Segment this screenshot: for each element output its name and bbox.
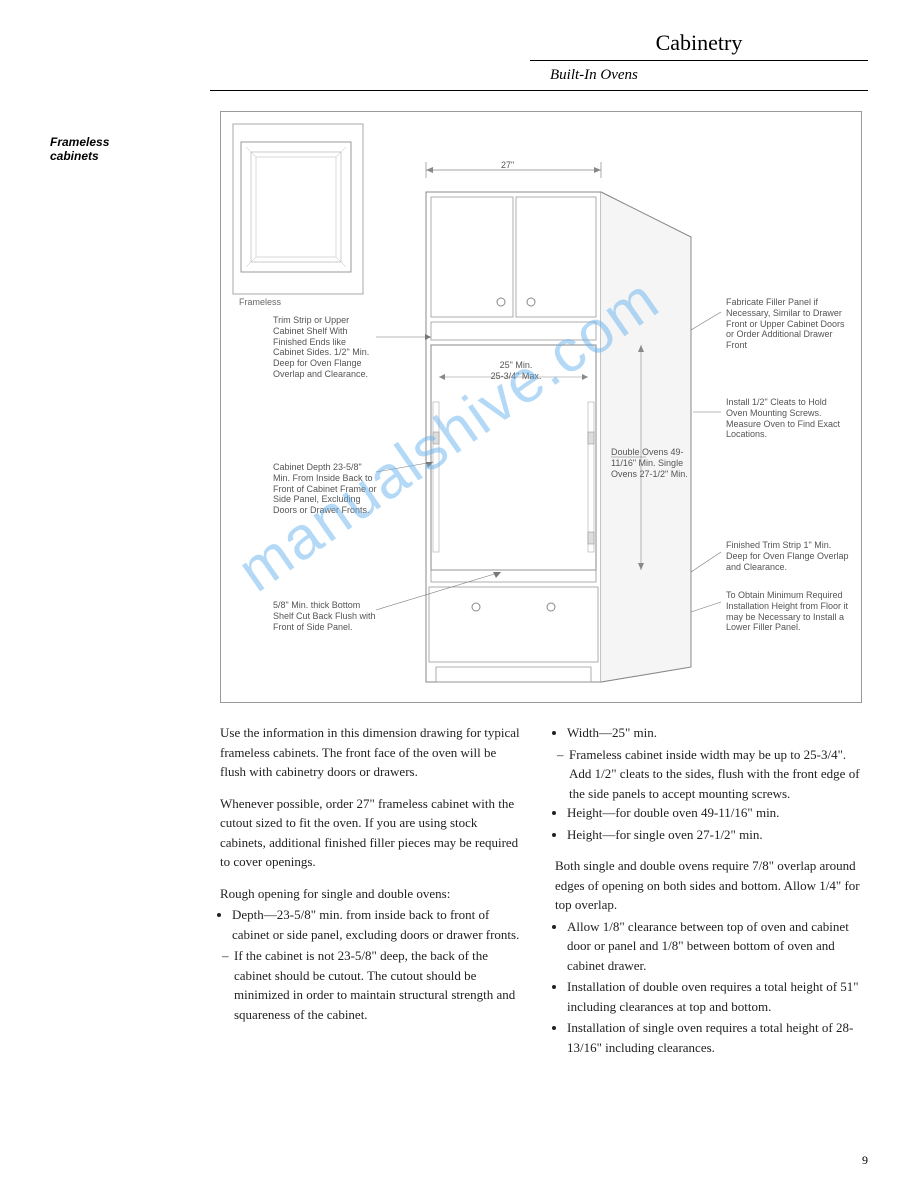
anno-obtain-min: To Obtain Minimum Required Installation …	[726, 590, 851, 633]
para-overlap: Both single and double ovens require 7/8…	[555, 856, 860, 915]
bullet-width: Width—25" min.	[567, 723, 860, 743]
sub-depth: If the cabinet is not 23-5/8" deep, the …	[234, 946, 525, 1024]
inset-label: Frameless	[239, 297, 281, 307]
bullet-double-install: Installation of double oven requires a t…	[567, 977, 860, 1016]
side-label: Frameless cabinets	[50, 135, 140, 163]
dim-width: 27"	[501, 160, 514, 171]
anno-trim-strip: Trim Strip or Upper Cabinet Shelf With F…	[273, 315, 378, 380]
column-right: Width—25" min. Frameless cabinet inside …	[555, 723, 860, 1059]
para-3: Rough opening for single and double oven…	[220, 884, 525, 904]
anno-install-cleats: Install 1/2" Cleats to Hold Oven Mountin…	[726, 397, 846, 440]
page-number: 9	[862, 1153, 868, 1168]
bullet-list-right-1: Width—25" min.	[555, 723, 860, 743]
sub-list-right: Frameless cabinet inside width may be up…	[555, 745, 860, 804]
diagram-container: Frameless 27" 25" Min. 25-3/4" Max. Trim…	[220, 111, 862, 703]
anno-fabricate-filler: Fabricate Filler Panel if Necessary, Sim…	[726, 297, 846, 351]
bullet-height-single: Height—for single oven 27-1/2" min.	[567, 825, 860, 845]
header-title: Cabinetry	[530, 30, 868, 56]
anno-bottom-shelf: 5/8" Min. thick Bottom Shelf Cut Back Fl…	[273, 600, 378, 632]
anno-finished-trim: Finished Trim Strip 1" Min. Deep for Ove…	[726, 540, 851, 572]
bullet-list-left: Depth—23-5/8" min. from inside back to f…	[220, 905, 525, 944]
header-subtitle: Built-In Ovens	[530, 67, 868, 84]
column-left: Use the information in this dimension dr…	[220, 723, 525, 1059]
sub-width: Frameless cabinet inside width may be up…	[569, 745, 860, 804]
dim-opening: 25" Min. 25-3/4" Max.	[476, 360, 556, 382]
dim-opening-max: 25-3/4" Max.	[491, 371, 542, 381]
bullet-single-install: Installation of single oven requires a t…	[567, 1018, 860, 1057]
para-2: Whenever possible, order 27" frameless c…	[220, 794, 525, 872]
anno-cabinet-depth: Cabinet Depth 23-5/8" Min. From Inside B…	[273, 462, 378, 516]
bullet-clearance: Allow 1/8" clearance between top of oven…	[567, 917, 860, 976]
bullet-list-right-2: Height—for double oven 49-11/16" min. He…	[555, 803, 860, 844]
anno-double-ovens: Double Ovens 49-11/16" Min. Single Ovens…	[611, 447, 691, 479]
bullet-list-right-3: Allow 1/8" clearance between top of oven…	[555, 917, 860, 1058]
page-header: Cabinetry Built-In Ovens	[250, 30, 868, 91]
body-text: Use the information in this dimension dr…	[220, 723, 868, 1059]
dim-opening-min: 25" Min.	[500, 360, 533, 370]
bullet-depth: Depth—23-5/8" min. from inside back to f…	[232, 905, 525, 944]
sub-list-left: If the cabinet is not 23-5/8" deep, the …	[220, 946, 525, 1024]
header-rule-2	[210, 90, 868, 91]
bullet-height-double: Height—for double oven 49-11/16" min.	[567, 803, 860, 823]
page: Cabinetry Built-In Ovens Frameless cabin…	[0, 0, 918, 1188]
header-rule-1	[530, 60, 868, 61]
para-1: Use the information in this dimension dr…	[220, 723, 525, 782]
